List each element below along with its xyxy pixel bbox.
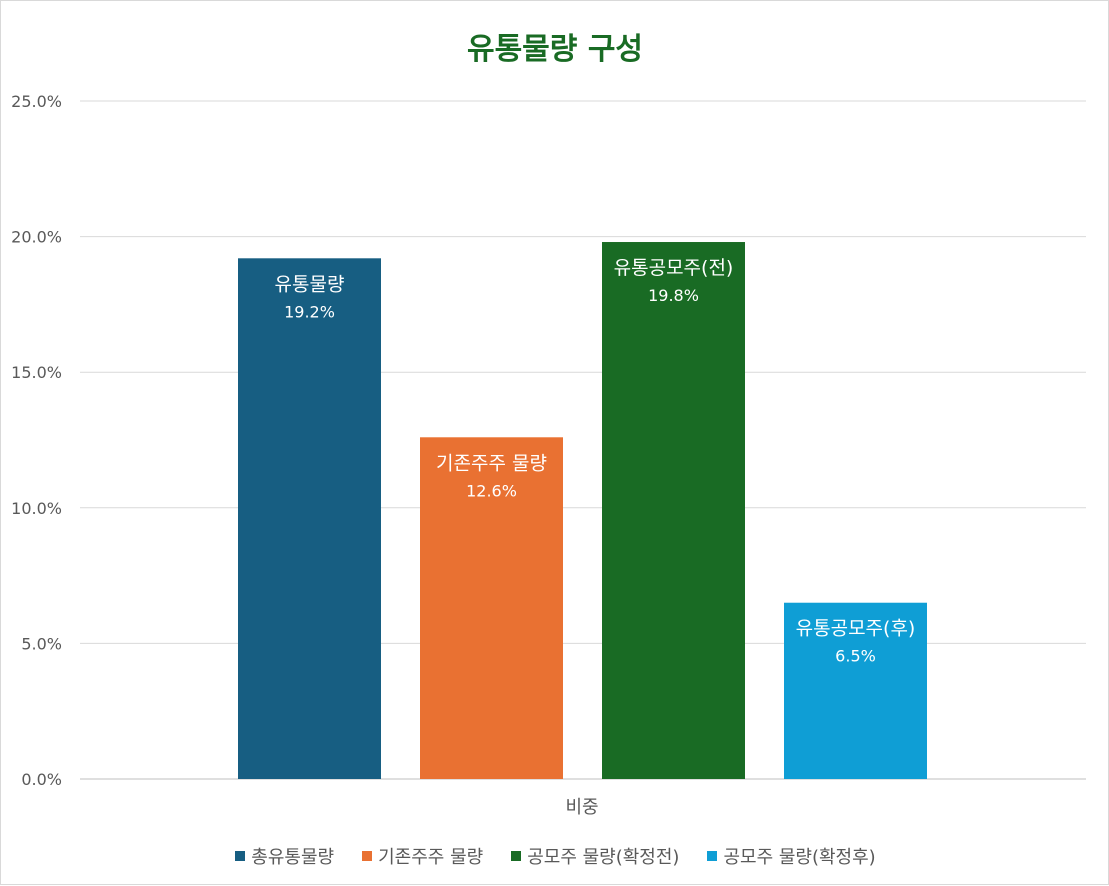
- legend-swatch: [235, 851, 246, 861]
- x-category-label: 비중: [565, 797, 598, 818]
- legend-swatch: [511, 851, 522, 861]
- legend-item: 총유통물량: [235, 843, 334, 869]
- legend-item: 공모주 물량(확정전): [511, 843, 679, 869]
- y-tick-label: 5.0%: [21, 634, 62, 653]
- legend-swatch: [707, 851, 718, 861]
- legend-label: 기존주주 물량: [378, 847, 484, 868]
- y-tick-label: 15.0%: [11, 363, 62, 382]
- bar-value-label: 19.8%: [648, 286, 699, 305]
- y-tick-label: 0.0%: [21, 770, 62, 789]
- bars: 유통물량 19.2% 기존주주 물량 12.6% 유통공모주(전) 19.8% 유통공모주(…: [238, 242, 927, 780]
- y-tick-label: 20.0%: [11, 228, 62, 247]
- legend-item: 기존주주 물량: [362, 843, 483, 869]
- bar: [602, 242, 745, 780]
- legend-swatch: [362, 851, 373, 861]
- y-axis-ticks: 0.0% 5.0% 10.0% 15.0% 20.0% 25.0%: [11, 92, 62, 789]
- bar-value-label: 12.6%: [466, 481, 517, 500]
- bar-value-label: 19.2%: [284, 302, 335, 321]
- bar-series-label: 기존주주 물량: [436, 452, 547, 474]
- bar-value-label: 6.5%: [835, 647, 876, 666]
- legend-label: 총유통물량: [251, 847, 335, 868]
- y-tick-label: 10.0%: [11, 499, 62, 518]
- bar: [420, 437, 563, 779]
- chart-title: 유통물량 구성: [467, 32, 643, 67]
- legend-label: 공모주 물량(확정전): [527, 847, 680, 868]
- legend: 총유통물량 기존주주 물량 공모주 물량(확정전) 공모주 물량(확정후): [1, 843, 1109, 869]
- bar-series-label: 유통공모주(후): [796, 618, 916, 640]
- gridlines: [80, 100, 1086, 780]
- legend-label: 공모주 물량(확정후): [723, 847, 876, 868]
- bar-series-label: 유통공모주(전): [614, 257, 734, 279]
- bar-series-label: 유통물량: [275, 273, 345, 295]
- y-tick-label: 25.0%: [11, 92, 62, 111]
- bar: [784, 602, 927, 779]
- bar: [238, 258, 381, 779]
- legend-item: 공모주 물량(확정후): [707, 843, 876, 869]
